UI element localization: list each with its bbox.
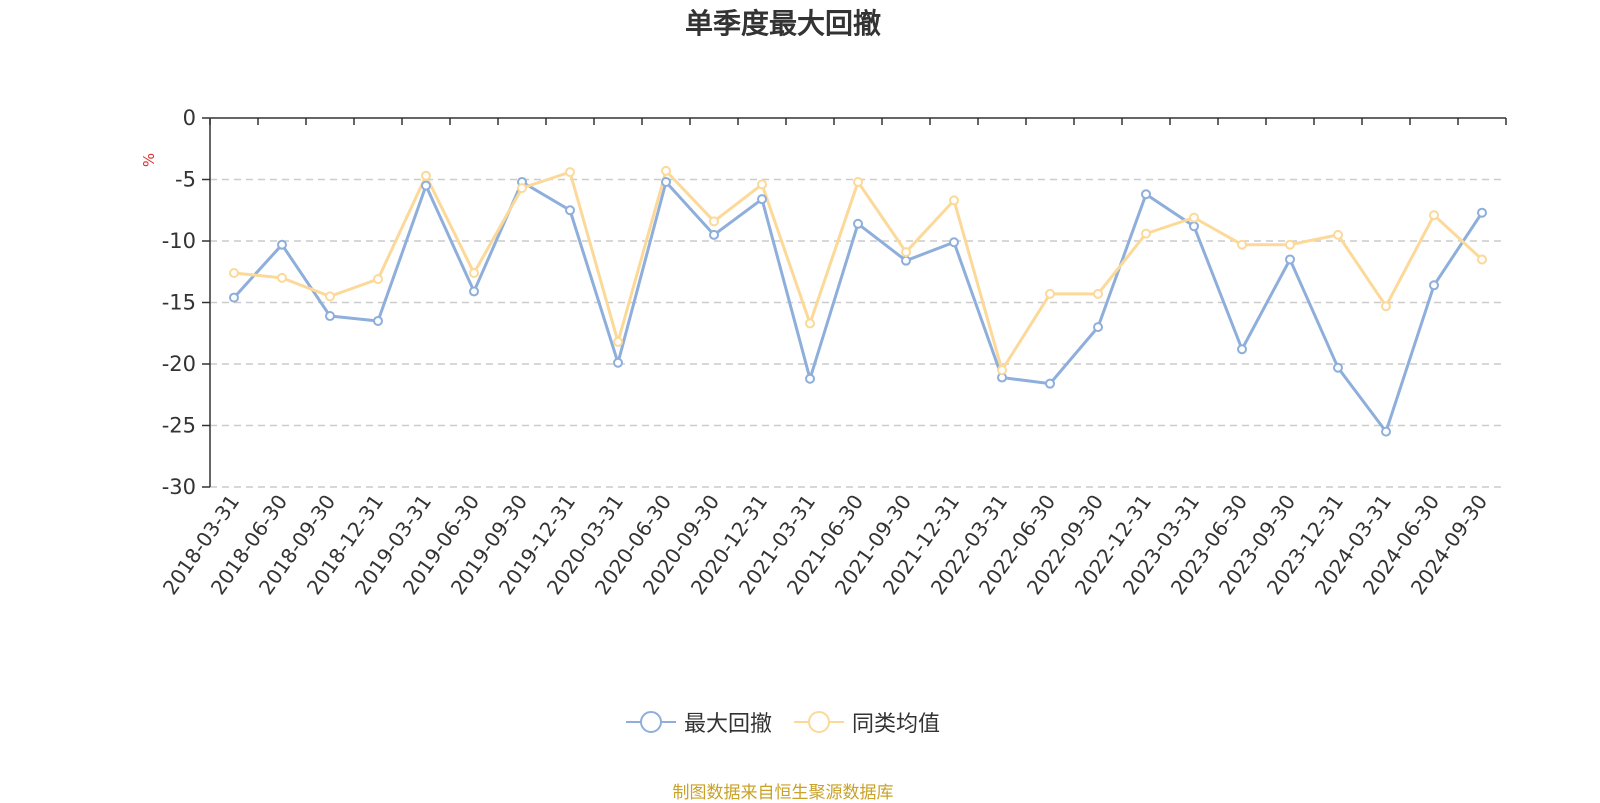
series-layer bbox=[229, 165, 1487, 437]
data-point-peer-average bbox=[1189, 212, 1199, 223]
data-point-peer-average bbox=[853, 176, 863, 187]
y-tick-label: 0 bbox=[183, 106, 196, 130]
data-point-max-drawdown bbox=[1381, 426, 1391, 437]
data-point-peer-average bbox=[1381, 301, 1391, 312]
data-point-peer-average bbox=[901, 247, 911, 258]
legend-marker-max-drawdown bbox=[625, 711, 676, 733]
legend-marker-peer-average bbox=[794, 711, 844, 733]
data-point-peer-average bbox=[757, 179, 767, 190]
y-tick-label: -20 bbox=[162, 352, 196, 376]
y-tick-label: -5 bbox=[175, 168, 196, 192]
data-point-peer-average bbox=[1285, 239, 1295, 250]
data-point-peer-average bbox=[565, 167, 575, 178]
data-point-max-drawdown bbox=[1045, 378, 1055, 389]
data-point-max-drawdown bbox=[901, 255, 911, 266]
y-tick-label: -30 bbox=[162, 475, 196, 499]
data-point-peer-average bbox=[805, 318, 815, 329]
data-point-peer-average bbox=[517, 183, 527, 194]
chart-title: 单季度最大回撤 bbox=[684, 7, 881, 40]
data-point-max-drawdown bbox=[853, 218, 863, 229]
data-point-max-drawdown bbox=[1189, 221, 1199, 232]
data-point-max-drawdown bbox=[661, 176, 671, 187]
data-point-peer-average bbox=[469, 267, 479, 278]
y-tick-label: -10 bbox=[162, 229, 196, 253]
line-chart: 0-5-10-15-20-25-302018-03-312018-06-3020… bbox=[140, 106, 1507, 599]
data-point-peer-average bbox=[1141, 228, 1151, 239]
data-point-max-drawdown bbox=[373, 315, 383, 326]
data-point-peer-average bbox=[1429, 210, 1439, 221]
data-point-max-drawdown bbox=[1429, 280, 1439, 291]
data-point-max-drawdown bbox=[1285, 254, 1295, 265]
legend-label-peer-average: 同类均值 bbox=[852, 712, 941, 737]
data-point-peer-average bbox=[1237, 239, 1247, 250]
data-point-max-drawdown bbox=[277, 239, 287, 250]
data-point-max-drawdown bbox=[949, 237, 959, 248]
data-point-max-drawdown bbox=[709, 229, 719, 240]
data-point-max-drawdown bbox=[229, 292, 239, 303]
data-point-peer-average bbox=[997, 365, 1007, 376]
y-tick-label: -15 bbox=[162, 291, 196, 315]
legend: 最大回撤 同类均值 bbox=[0, 706, 1566, 738]
data-point-max-drawdown bbox=[1333, 362, 1343, 373]
data-point-peer-average bbox=[1045, 288, 1055, 299]
data-point-max-drawdown bbox=[421, 180, 431, 191]
legend-item-max-drawdown[interactable]: 最大回撤 bbox=[625, 706, 772, 738]
data-point-peer-average bbox=[1477, 254, 1487, 265]
data-point-max-drawdown bbox=[1141, 189, 1151, 200]
data-point-peer-average bbox=[661, 165, 671, 176]
data-point-max-drawdown bbox=[565, 205, 575, 216]
data-point-max-drawdown bbox=[757, 194, 767, 205]
data-point-max-drawdown bbox=[1093, 322, 1103, 333]
data-point-max-drawdown bbox=[805, 373, 815, 384]
data-point-peer-average bbox=[949, 195, 959, 206]
legend-item-peer-average[interactable]: 同类均值 bbox=[794, 706, 940, 738]
data-point-peer-average bbox=[1333, 229, 1343, 240]
data-point-max-drawdown bbox=[1237, 344, 1247, 355]
data-point-peer-average bbox=[325, 291, 335, 302]
data-point-max-drawdown bbox=[325, 311, 335, 322]
data-point-max-drawdown bbox=[469, 286, 479, 297]
data-point-max-drawdown bbox=[613, 357, 623, 368]
data-point-peer-average bbox=[709, 216, 719, 227]
data-point-peer-average bbox=[613, 336, 623, 347]
source-note: 制图数据来自恒生聚源数据库 bbox=[672, 783, 894, 803]
y-axis-label: % bbox=[140, 153, 158, 167]
data-point-peer-average bbox=[229, 267, 239, 278]
data-point-peer-average bbox=[373, 274, 383, 285]
legend-label-max-drawdown: 最大回撤 bbox=[683, 712, 772, 737]
data-point-max-drawdown bbox=[1477, 207, 1487, 218]
data-point-peer-average bbox=[277, 272, 287, 283]
y-tick-label: -25 bbox=[162, 414, 196, 438]
data-point-peer-average bbox=[421, 170, 431, 181]
data-point-peer-average bbox=[1093, 288, 1103, 299]
